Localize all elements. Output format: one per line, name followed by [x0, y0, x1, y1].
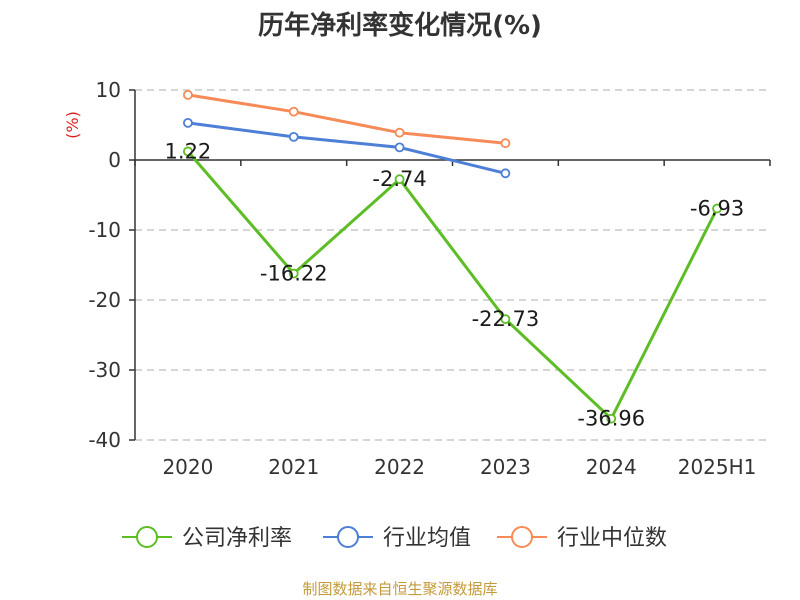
x-tick-label: 2025H1	[678, 455, 757, 479]
x-tick-label: 2024	[586, 455, 637, 479]
data-labels: 1.22 -16.22 -2.74 -22.73 -36.96 -6.93	[165, 139, 745, 430]
y-tick-label: -30	[88, 358, 121, 382]
data-point	[288, 106, 299, 117]
x-tick-label: 2020	[162, 455, 213, 479]
legend: 公司净利率 行业均值 行业中位数	[122, 526, 667, 551]
data-point	[500, 314, 511, 325]
legend-marker	[136, 526, 158, 548]
data-label: -6.93	[690, 197, 744, 221]
y-tick-labels: 10 0 -10 -20 -30 -40	[88, 78, 121, 452]
data-point	[394, 127, 405, 138]
y-tick-label: -40	[88, 428, 121, 452]
x-tick-labels: 2020 2021 2022 2023 2024 2025H1	[162, 455, 756, 479]
legend-label: 行业中位数	[557, 526, 667, 551]
data-point	[500, 168, 511, 179]
x-tick-label: 2023	[480, 455, 531, 479]
chart-title: 历年净利率变化情况(%)	[258, 10, 542, 41]
data-point	[288, 131, 299, 142]
series-line-1	[187, 121, 506, 175]
data-label: -16.22	[260, 262, 328, 286]
y-tick-label: 10	[96, 78, 121, 102]
data-label: -36.96	[577, 407, 645, 431]
data-point	[500, 138, 511, 149]
x-tick-label: 2022	[374, 455, 425, 479]
y-tick-label: -10	[88, 218, 121, 242]
data-point	[394, 174, 405, 185]
data-point	[183, 146, 193, 157]
data-point	[288, 268, 299, 279]
data-label: -2.74	[372, 167, 426, 191]
y-axis-label: (%)	[63, 111, 82, 139]
data-label: -22.73	[472, 307, 540, 331]
y-tick-label: 0	[108, 148, 121, 172]
axes	[129, 89, 771, 441]
data-point	[183, 90, 193, 100]
y-tick-label: -20	[88, 288, 121, 312]
legend-label: 行业均值	[383, 526, 471, 551]
source-note: 制图数据来自恒生聚源数据库	[302, 580, 497, 598]
legend-marker	[337, 526, 359, 548]
legend-marker	[511, 526, 533, 548]
series-line-0	[186, 150, 719, 421]
series-group	[183, 90, 722, 424]
gridlines	[135, 89, 770, 441]
x-tick-label: 2021	[268, 455, 319, 479]
data-point	[183, 118, 193, 128]
data-point	[606, 413, 617, 424]
data-label: 1.22	[165, 139, 212, 163]
data-point	[394, 142, 405, 153]
data-point	[712, 203, 722, 214]
legend-label: 公司净利率	[182, 526, 292, 551]
series-line-2	[187, 93, 506, 145]
